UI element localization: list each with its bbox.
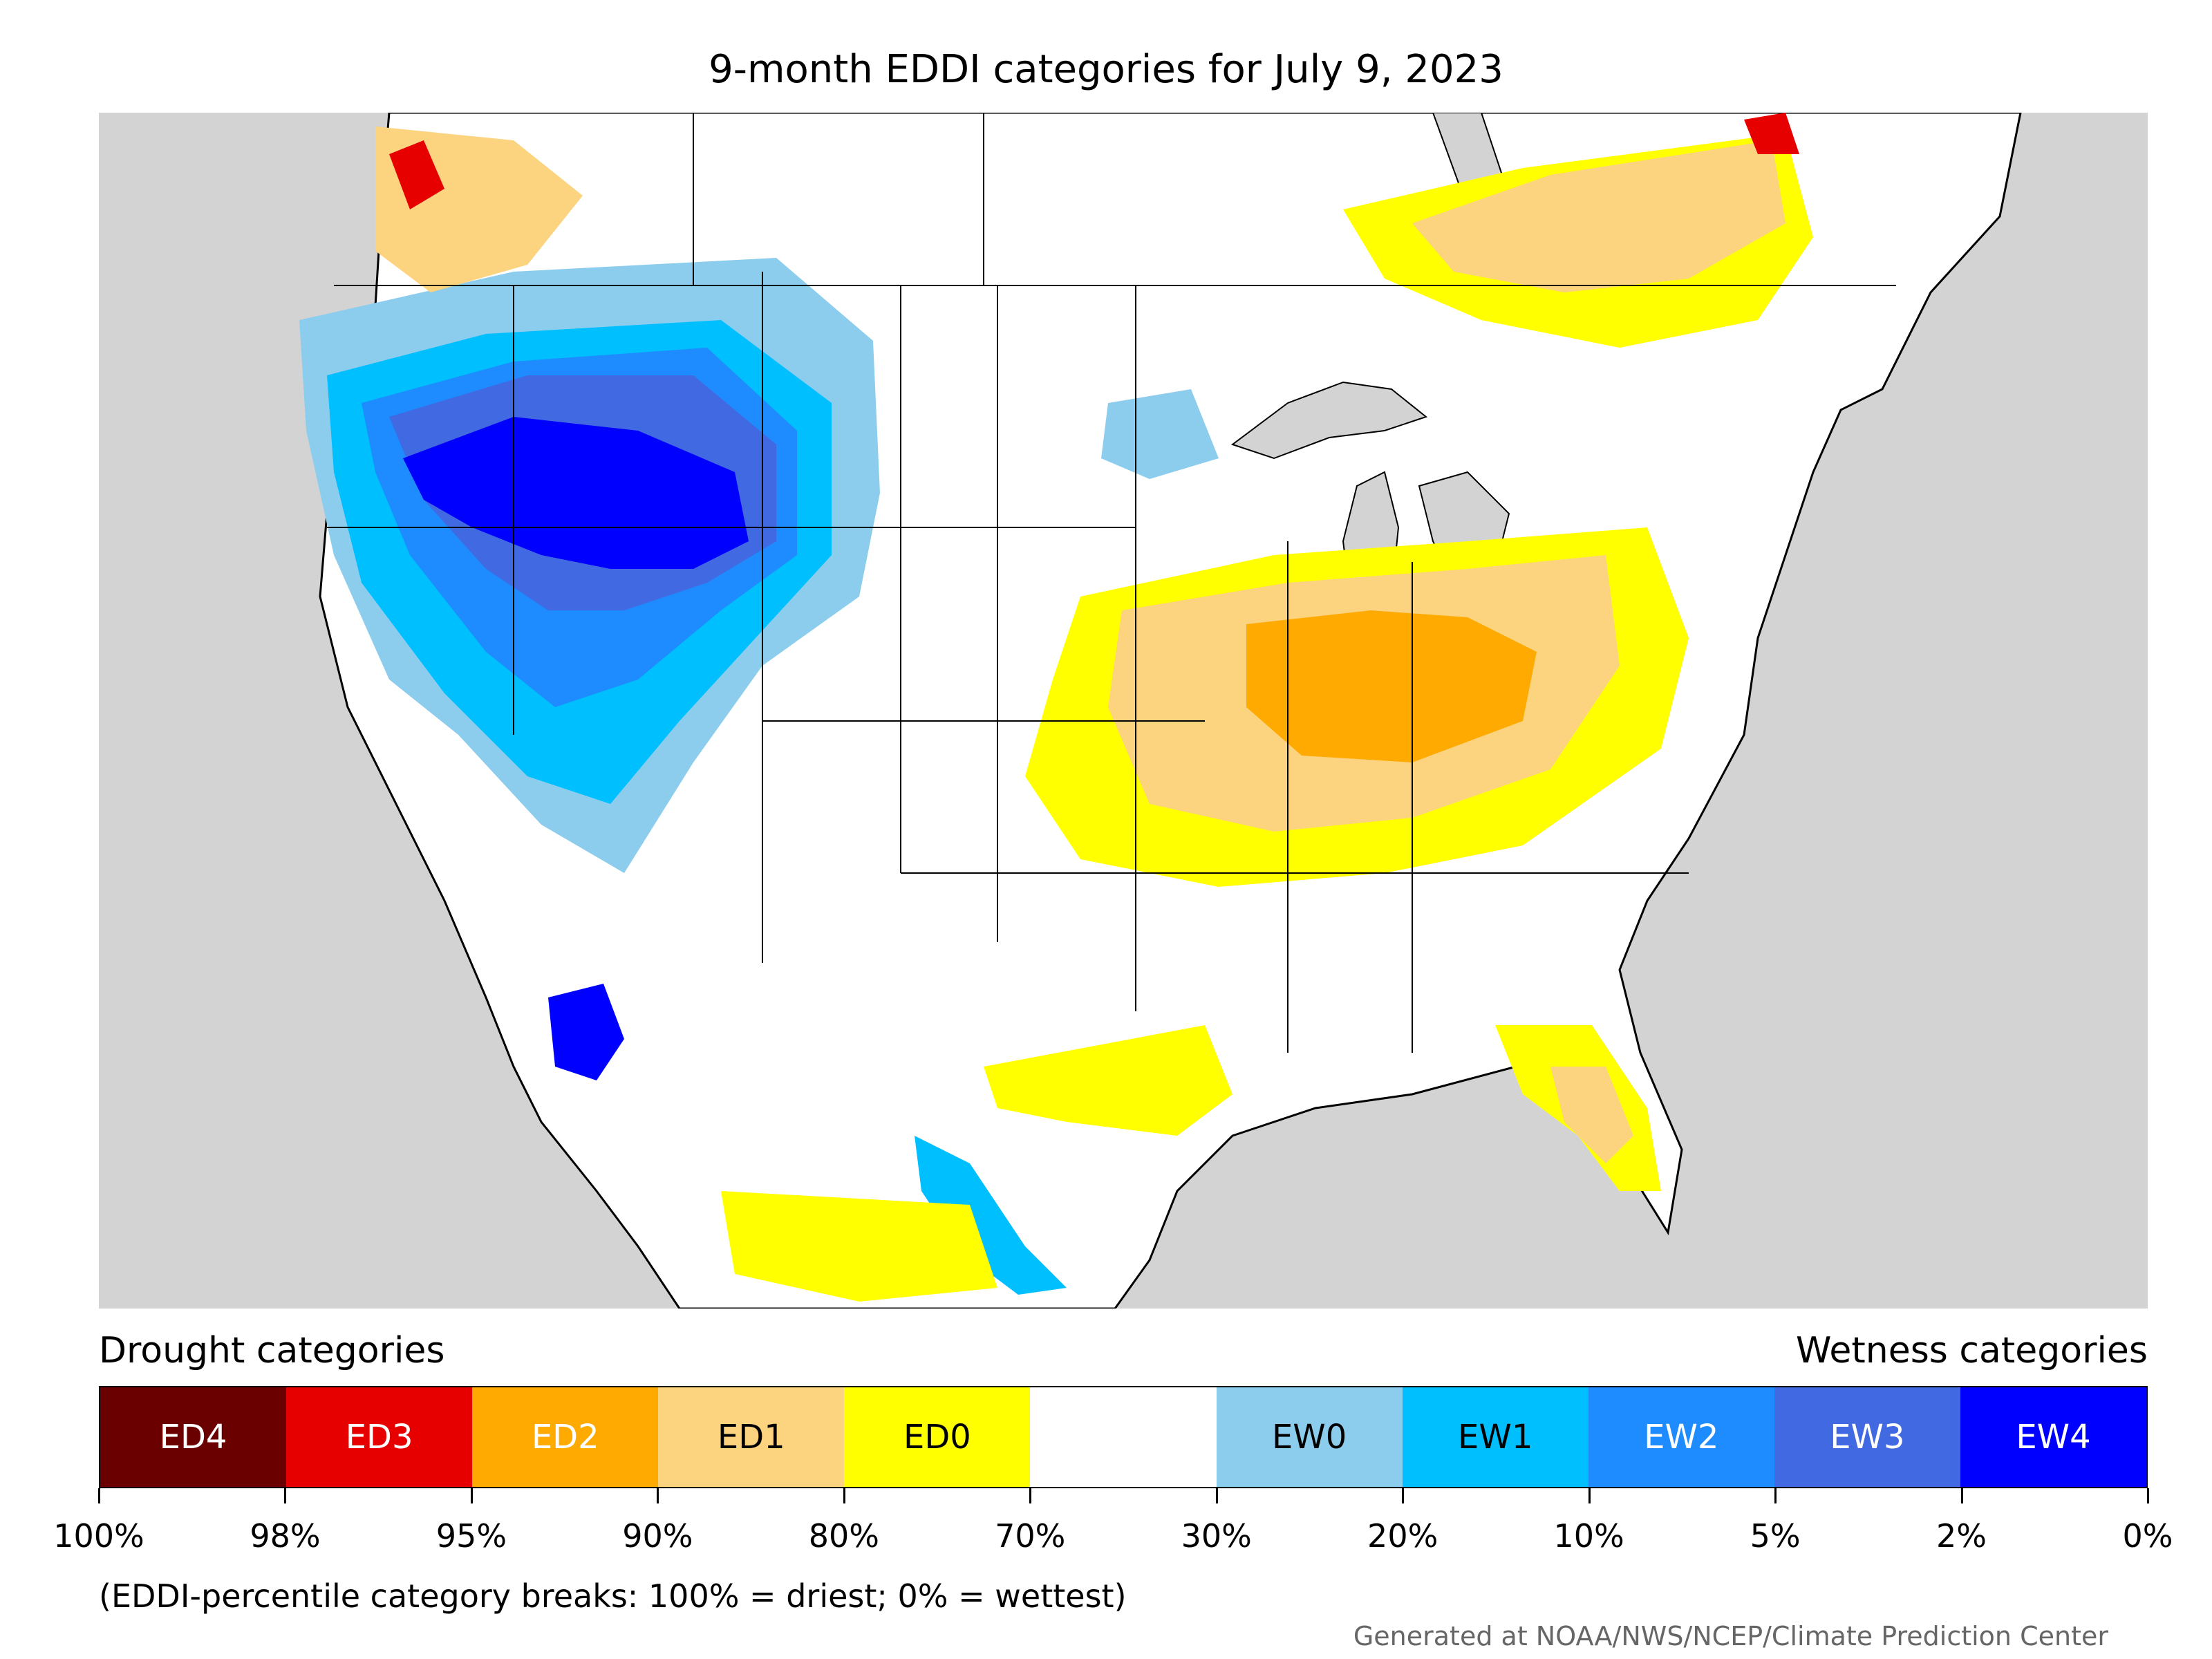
region-ew4-southwest [548, 984, 624, 1080]
region-ew1-texas-coast [915, 1136, 1067, 1295]
colorbar-tick [843, 1488, 845, 1503]
region-ed1-florida [1550, 1067, 1633, 1163]
legend-swatch-ed3: ED3 [286, 1387, 473, 1487]
category-breaks-note: (EDDI-percentile category breaks: 100% =… [99, 1577, 1127, 1615]
colorbar-tick [470, 1488, 473, 1503]
lake-superior [1230, 381, 1428, 460]
colorbar-tick [1402, 1488, 1405, 1503]
drought-categories-heading: Drought categories [99, 1330, 445, 1371]
colorbar-tick [657, 1488, 659, 1503]
colorbar-tick [1029, 1488, 1032, 1503]
colorbar-ticks [98, 1488, 2149, 1509]
region-ed0-texas [984, 1025, 1232, 1136]
colorbar-tick-label: 0% [2122, 1517, 2173, 1555]
region-ed3-pacific-nw [389, 140, 444, 209]
colorbar-tick-label: 80% [808, 1517, 879, 1555]
map-title: 9-month EDDI categories for July 9, 2023 [709, 47, 1503, 92]
colorbar-tick [1774, 1488, 1777, 1503]
colorbar-tick-label: 70% [995, 1517, 1066, 1555]
region-ed0-mexico [721, 1191, 997, 1302]
region-ed2-midwest [1246, 610, 1537, 762]
colorbar-tick-label: 20% [1367, 1517, 1438, 1555]
colorbar-tick-label: 5% [1750, 1517, 1801, 1555]
colorbar-tick-label: 90% [622, 1517, 693, 1555]
colorbar-tick-label: 30% [1181, 1517, 1252, 1555]
legend-swatch-ed1: ED1 [658, 1387, 845, 1487]
region-ew4-west [403, 417, 749, 569]
colorbar-tick [98, 1488, 100, 1503]
legend-swatch-neutral [1030, 1387, 1217, 1487]
legend-swatch-ew0: EW0 [1216, 1387, 1403, 1487]
wetness-regions [299, 258, 1219, 1295]
legend-swatch-ew1: EW1 [1402, 1387, 1588, 1487]
category-colorbar: ED4 ED3 ED2 ED1 ED0 EW0 EW1 EW2 EW3 EW4 [99, 1386, 2148, 1488]
legend-swatch-ew4: EW4 [1960, 1387, 2147, 1487]
wetness-categories-heading: Wetness categories [1796, 1330, 2148, 1371]
drought-regions [375, 113, 1813, 1302]
colorbar-tick [2147, 1488, 2149, 1503]
legend-swatch-ed0: ED0 [844, 1387, 1031, 1487]
region-ew0-plains [1101, 389, 1219, 479]
legend-swatch-ew2: EW2 [1588, 1387, 1774, 1487]
colorbar-tick-labels: 100% 98% 95% 90% 80% 70% 30% 20% 10% 5% 2% 0% [53, 1517, 2173, 1559]
credit-line: Generated at NOAA/NWS/NCEP/Climate Predi… [1353, 1621, 2108, 1651]
region-ed3-canada-east [1744, 113, 1799, 154]
colorbar-tick-label: 98% [250, 1517, 321, 1555]
colorbar-tick-label: 95% [435, 1517, 507, 1555]
state-borders [327, 113, 1896, 1053]
eddi-map [99, 113, 2148, 1309]
region-ed1-canada-east [1412, 140, 1785, 292]
colorbar-tick-label: 10% [1553, 1517, 1624, 1555]
colorbar-tick-label: 2% [1936, 1517, 1987, 1555]
colorbar-tick [1960, 1488, 1963, 1503]
legend-swatch-ed4: ED4 [100, 1387, 287, 1487]
legend-swatch-ew3: EW3 [1774, 1387, 1960, 1487]
legend-swatch-ed2: ED2 [472, 1387, 659, 1487]
colorbar-tick [1215, 1488, 1218, 1503]
colorbar-tick [284, 1488, 287, 1503]
colorbar-tick [1588, 1488, 1591, 1503]
colorbar-tick-label: 100% [53, 1517, 144, 1555]
